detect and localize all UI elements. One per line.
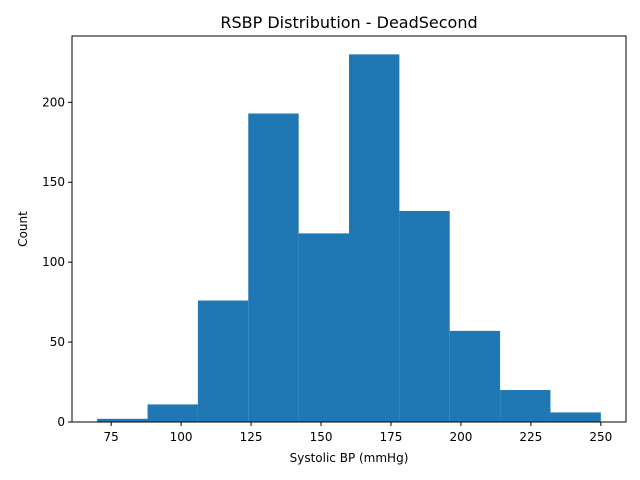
x-tick-label: 125: [240, 430, 263, 444]
histogram-bar: [298, 233, 349, 422]
x-tick-label: 75: [104, 430, 119, 444]
x-tick-label: 100: [170, 430, 193, 444]
plot-area-frame: [71, 35, 627, 423]
x-axis-ticks: 75 100 125 150 175 200 225 250: [104, 422, 612, 444]
y-tick-label: 0: [57, 415, 65, 429]
y-tick-label: 150: [42, 175, 65, 189]
histogram-bar: [97, 418, 148, 422]
histogram-bar: [399, 211, 450, 422]
y-tick-label: 100: [42, 255, 65, 269]
histogram-bar: [147, 404, 198, 422]
histogram-bar: [500, 390, 551, 422]
chart-title: RSBP Distribution - DeadSecond: [220, 13, 477, 32]
bars-group: [97, 54, 601, 423]
x-tick-label: 175: [380, 430, 403, 444]
histogram-bar: [248, 113, 299, 423]
x-tick-label: 200: [449, 430, 472, 444]
histogram-bar: [550, 412, 601, 422]
y-tick-label: 50: [50, 335, 65, 349]
x-tick-label: 225: [519, 430, 542, 444]
y-axis-ticks: 0 50 100 150 200: [42, 95, 72, 429]
histogram-bar: [197, 300, 249, 422]
x-tick-label: 250: [589, 430, 612, 444]
histogram-bar: [349, 54, 400, 422]
y-tick-label: 200: [42, 95, 65, 109]
x-axis-label: Systolic BP (mmHg): [290, 451, 409, 465]
x-tick-label: 150: [310, 430, 333, 444]
y-axis-label: Count: [16, 211, 30, 247]
histogram-bar: [449, 330, 501, 422]
